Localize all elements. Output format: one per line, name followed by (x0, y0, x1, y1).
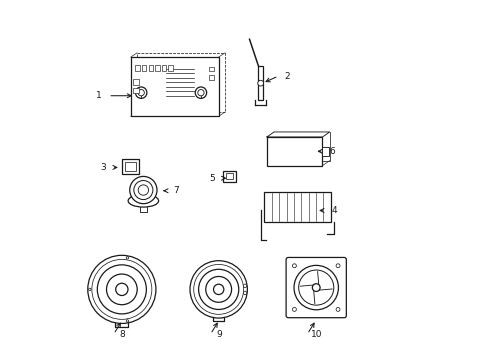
Text: 4: 4 (331, 206, 336, 215)
FancyBboxPatch shape (125, 162, 136, 171)
Circle shape (298, 270, 333, 305)
Circle shape (135, 87, 146, 98)
Circle shape (195, 87, 206, 98)
FancyBboxPatch shape (223, 171, 235, 182)
Circle shape (213, 284, 224, 294)
Circle shape (88, 288, 91, 291)
Circle shape (138, 185, 148, 195)
FancyBboxPatch shape (135, 66, 140, 71)
Circle shape (335, 264, 339, 268)
Circle shape (293, 265, 338, 310)
FancyBboxPatch shape (285, 257, 346, 318)
Text: 2: 2 (284, 72, 290, 81)
Text: 8: 8 (120, 330, 125, 339)
Circle shape (243, 291, 246, 295)
Circle shape (126, 257, 128, 259)
Circle shape (129, 176, 157, 204)
Circle shape (134, 180, 153, 199)
FancyBboxPatch shape (133, 87, 138, 93)
Circle shape (116, 283, 128, 296)
FancyBboxPatch shape (162, 66, 166, 71)
FancyBboxPatch shape (122, 159, 139, 174)
Text: 6: 6 (329, 147, 335, 156)
Text: 9: 9 (216, 330, 222, 339)
Circle shape (198, 269, 238, 310)
FancyBboxPatch shape (266, 137, 322, 166)
FancyBboxPatch shape (258, 66, 262, 100)
Circle shape (138, 90, 144, 96)
Polygon shape (266, 132, 329, 137)
FancyBboxPatch shape (209, 75, 213, 80)
FancyBboxPatch shape (148, 66, 153, 71)
Circle shape (292, 307, 296, 311)
Circle shape (312, 284, 320, 292)
Circle shape (243, 284, 246, 288)
Text: 5: 5 (209, 174, 215, 183)
FancyBboxPatch shape (142, 66, 146, 71)
Text: 10: 10 (310, 330, 321, 339)
Circle shape (193, 264, 243, 314)
FancyBboxPatch shape (209, 67, 213, 71)
Text: 7: 7 (173, 186, 179, 195)
FancyBboxPatch shape (322, 147, 328, 156)
FancyBboxPatch shape (264, 192, 330, 222)
Circle shape (106, 274, 137, 305)
FancyBboxPatch shape (133, 79, 138, 85)
FancyBboxPatch shape (155, 66, 159, 71)
FancyBboxPatch shape (225, 174, 232, 179)
Text: 3: 3 (100, 163, 105, 172)
Ellipse shape (128, 194, 158, 207)
Circle shape (257, 80, 263, 86)
Circle shape (88, 255, 156, 323)
Circle shape (292, 264, 296, 268)
Circle shape (190, 261, 247, 318)
Circle shape (205, 276, 231, 302)
Circle shape (197, 90, 203, 96)
Circle shape (92, 260, 152, 319)
FancyBboxPatch shape (168, 66, 172, 71)
Circle shape (335, 307, 339, 311)
Text: 1: 1 (96, 91, 102, 100)
Circle shape (97, 265, 146, 314)
Circle shape (126, 320, 128, 322)
FancyBboxPatch shape (130, 57, 218, 116)
